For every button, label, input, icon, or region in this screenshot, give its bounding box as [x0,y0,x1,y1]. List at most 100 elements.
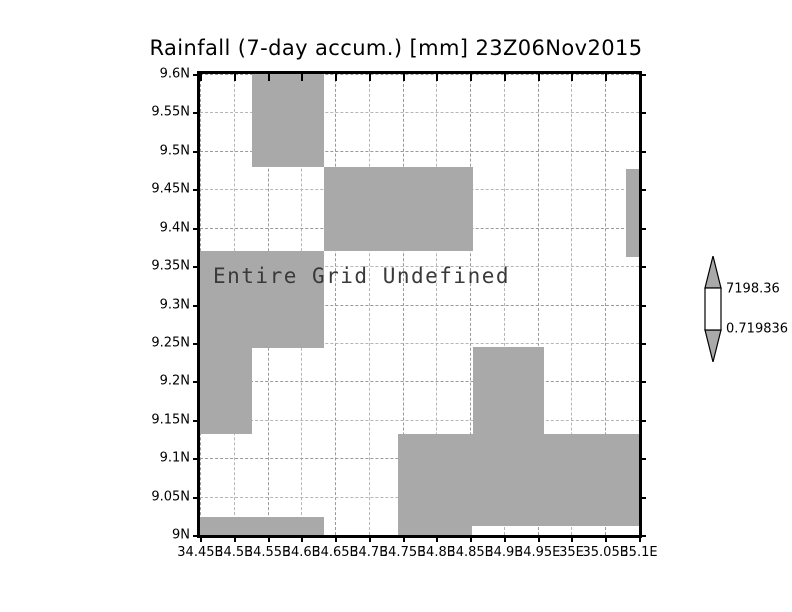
x-axis-tick [537,535,540,542]
y-axis-tick-right [639,535,646,537]
y-axis-tick [193,496,200,499]
y-axis-tick-label: 9.05N [151,489,190,505]
x-axis-tick-top [335,74,338,81]
x-axis-tick-label: 34.7E [350,545,388,560]
y-axis-tick-right [639,304,646,307]
plot-frame [197,71,642,538]
y-axis-tick-label: 9.25N [151,335,190,351]
x-axis-tick [436,535,439,542]
y-axis-tick-right [639,381,646,384]
y-axis-tick-right [639,150,646,153]
x-axis-tick [200,535,202,542]
y-axis-tick-right [639,189,646,192]
undefined-region-block [473,347,544,434]
colorbar-min-label: 0.719836 [726,321,789,337]
x-axis-tick [470,535,473,542]
x-axis-tick [301,535,304,542]
y-axis-tick-right [639,266,646,269]
x-axis-tick-top [233,74,236,81]
x-axis-tick-top [436,74,439,81]
x-axis-tick [233,535,236,542]
undefined-region-block [397,516,473,535]
x-axis-tick [335,535,338,542]
y-axis-tick [193,112,200,115]
x-axis-tick-label: 34.5E [215,545,253,560]
y-axis-tick-label: 9.2N [159,373,190,389]
y-axis-tick [193,150,200,153]
y-axis-tick [193,535,200,537]
y-axis-tick-label: 9N [172,527,190,543]
x-axis-tick [402,535,405,542]
gridline-horizontal [200,419,639,421]
x-axis-tick-label: 35.1E [620,545,658,560]
colorbar-bowtie-icon [704,256,722,362]
y-axis-tick-right [639,419,646,422]
x-axis-tick-top [470,74,473,81]
y-axis-tick-label: 9.55N [151,104,190,120]
y-axis-tick-label: 9.4N [159,220,190,236]
x-axis-tick-top [639,74,641,81]
colorbar: 7198.36 0.719836 [700,256,788,362]
y-axis-tick-label: 9.35N [151,258,190,274]
x-axis-tick [267,535,270,542]
x-axis-tick-label: 34.75E [379,545,426,560]
y-axis-tick-label: 9.45N [151,181,190,197]
x-axis-tick-top [368,74,371,81]
y-axis-tick [193,381,200,384]
gridline-horizontal [200,381,639,383]
x-axis-tick [571,535,574,542]
undefined-region-block [625,168,639,257]
y-axis-tick-label: 9.15N [151,412,190,428]
y-axis-tick-right [639,458,646,461]
y-axis-tick-right [639,342,646,345]
y-axis-tick-label: 9.3N [159,297,190,312]
x-axis-tick-label: 34.8E [417,545,455,560]
x-axis-tick [639,535,641,542]
x-axis-labels: 34.45E 34.5E 34.55E 34.6E 34.65E 34.7E 34.75E 3… [177,545,657,565]
undefined-region-block [324,167,474,252]
gridline-horizontal [200,266,639,268]
undefined-region-block [251,74,325,168]
y-axis-tick-label: 9.1N [159,450,190,466]
undefined-region-block [200,251,325,349]
gridline-horizontal [200,74,639,75]
gridline-horizontal [200,342,639,344]
y-axis-tick [193,304,200,307]
x-axis-tick-top [605,74,608,81]
y-axis-tick [193,227,200,230]
x-axis-tick-top [267,74,270,81]
y-axis-tick-label: 9.5N [159,143,190,159]
y-axis-tick [193,74,200,76]
y-axis-tick [193,419,200,422]
x-axis-tick [605,535,608,542]
plot-area [200,74,639,535]
colorbar-max-label: 7198.36 [726,281,780,297]
x-axis-tick [503,535,506,542]
undefined-region-block [200,348,252,434]
undefined-region-block [200,516,325,535]
x-axis-tick-top [200,74,202,81]
gridline-horizontal [200,304,639,306]
y-axis-tick [193,458,200,461]
y-axis-tick [193,266,200,269]
gridline-horizontal [200,150,639,152]
gridline-horizontal [200,112,639,114]
y-axis-tick [193,342,200,345]
y-axis-tick-label: 9.6N [159,66,190,82]
x-axis-tick-label: 35E [559,545,584,560]
x-axis-tick-label: 34.9E [485,545,523,560]
y-axis-tick [193,189,200,192]
y-axis-labels: 9.6N 9.55N 9.5N 9.45N 9.4N 9.35N 9.3N 9.25N 9.2N… [130,67,190,543]
y-axis-tick-right [639,227,646,230]
x-axis-tick-label: 34.65E [312,545,358,560]
x-axis-tick-top [301,74,304,81]
x-axis-tick-label: 34.85E [447,545,493,560]
page-title: Rainfall (7-day accum.) [mm] 23Z06Nov201… [149,36,643,60]
x-axis-tick-top [537,74,540,81]
x-axis-tick-top [571,74,574,81]
x-axis-tick [368,535,371,542]
y-axis-tick-right [639,74,646,76]
undefined-region-block [397,433,639,526]
x-axis-tick-label: 34.95E [514,545,561,560]
